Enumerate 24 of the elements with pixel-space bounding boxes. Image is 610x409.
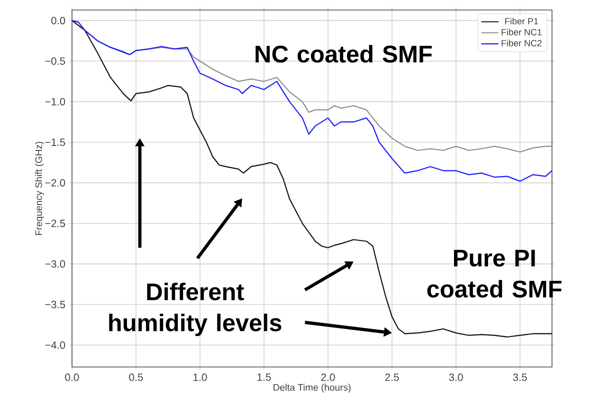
- x-tick-label: 0.0: [65, 374, 79, 381]
- x-tick-label: 2.0: [321, 374, 335, 381]
- x-tick-label: 2.5: [385, 374, 399, 381]
- y-tick-label: −2.5: [45, 220, 66, 228]
- legend-label: Fiber NC1: [502, 28, 542, 36]
- x-tick-label: 0.5: [129, 374, 143, 381]
- y-tick-label: −2.0: [45, 179, 66, 187]
- x-tick-label: 1.5: [258, 374, 271, 381]
- y-tick-label: 0.0: [51, 16, 66, 24]
- x-tick-label: 3.0: [449, 374, 463, 381]
- y-tick-label: −1.5: [45, 138, 66, 146]
- x-tick-label: 1.0: [194, 374, 207, 381]
- annotation: NC coated SMF: [256, 45, 432, 63]
- y-tick-label: −0.5: [45, 57, 66, 65]
- y-tick-label: −3.5: [45, 300, 66, 308]
- x-tick-label: 3.5: [513, 374, 527, 381]
- y-tick-label: −3.0: [45, 260, 66, 268]
- y-tick-label: −1.0: [45, 98, 66, 106]
- x-axis-title: Delta Time (hours): [274, 384, 351, 393]
- y-axis-title: Frequency Shift (GHz): [35, 142, 44, 235]
- y-tick-label: −4.0: [45, 341, 66, 349]
- legend-label: Fiber P1: [505, 18, 538, 24]
- legend-label: Fiber NC2: [502, 40, 542, 46]
- annotation: Different humidity levels: [109, 282, 282, 336]
